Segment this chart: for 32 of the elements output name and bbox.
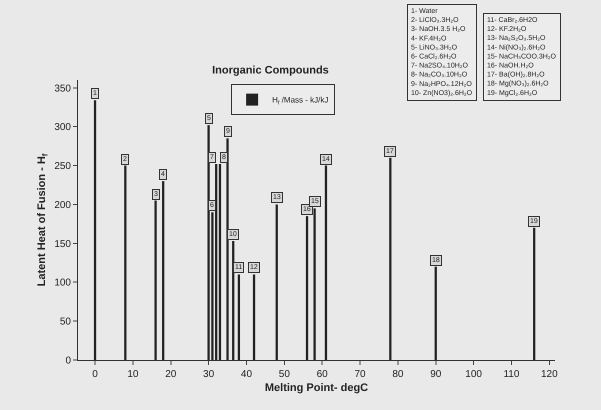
x-tick-label: 40 bbox=[240, 369, 252, 380]
x-tick-label: 50 bbox=[278, 369, 290, 380]
x-tick-label: 60 bbox=[316, 369, 328, 380]
y-tick-label: 0 bbox=[65, 356, 72, 366]
bar bbox=[215, 164, 218, 360]
x-tick-label: 30 bbox=[203, 369, 215, 380]
x-tick-label: 80 bbox=[392, 369, 404, 380]
bar bbox=[162, 181, 164, 360]
y-tick-label: 350 bbox=[54, 83, 72, 94]
x-tick-label: 100 bbox=[465, 369, 482, 380]
bar bbox=[434, 266, 437, 360]
x-tick-label: 0 bbox=[92, 369, 98, 380]
y-tick-label: 200 bbox=[54, 200, 72, 211]
y-tick-label: 300 bbox=[54, 122, 72, 134]
legend-label: H$_{f}$ /Mass - kJ/kJ bbox=[272, 96, 328, 106]
bar bbox=[232, 241, 234, 360]
y-tick-label: 150 bbox=[54, 238, 72, 250]
x-tick-label: 10 bbox=[127, 369, 139, 380]
x-axis-title: Melting Point- degC bbox=[264, 382, 368, 394]
y-tick-label: 50 bbox=[60, 316, 72, 328]
bar bbox=[276, 204, 278, 360]
x-tick-label: 20 bbox=[165, 369, 177, 380]
bar bbox=[389, 158, 392, 360]
y-tick-label: 250 bbox=[54, 161, 72, 172]
y-tick-label: 100 bbox=[54, 278, 72, 289]
chart-title: Inorganic Compounds bbox=[212, 64, 329, 77]
x-tick-label: 90 bbox=[430, 369, 442, 380]
bar bbox=[124, 166, 126, 360]
x-tick-label: 70 bbox=[354, 369, 366, 380]
x-tick-label: 110 bbox=[503, 369, 520, 380]
bar bbox=[533, 228, 536, 360]
x-tick-label: 120 bbox=[540, 369, 558, 380]
